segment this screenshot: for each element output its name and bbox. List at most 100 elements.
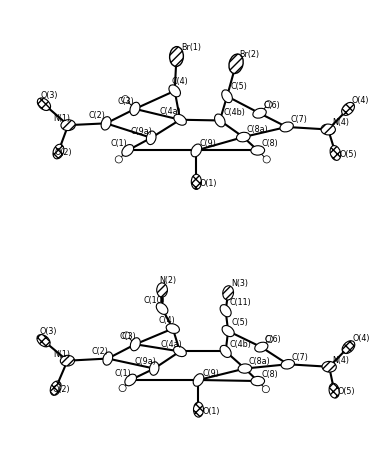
Circle shape xyxy=(263,156,270,163)
Ellipse shape xyxy=(50,381,61,395)
Text: O(3): O(3) xyxy=(40,327,58,336)
Text: N(1): N(1) xyxy=(53,349,70,359)
Circle shape xyxy=(266,335,273,343)
Ellipse shape xyxy=(60,356,74,366)
Circle shape xyxy=(122,96,129,103)
Text: N(3): N(3) xyxy=(232,279,249,287)
Text: C(1): C(1) xyxy=(114,369,131,378)
Ellipse shape xyxy=(191,174,201,189)
Ellipse shape xyxy=(157,283,167,297)
Text: C(8a): C(8a) xyxy=(249,357,270,366)
Circle shape xyxy=(123,332,130,339)
Text: O(4): O(4) xyxy=(352,96,369,105)
Ellipse shape xyxy=(322,362,336,372)
Ellipse shape xyxy=(251,146,265,155)
Text: C(9a): C(9a) xyxy=(134,357,156,366)
Text: C(6): C(6) xyxy=(265,335,282,344)
Ellipse shape xyxy=(222,325,234,337)
Ellipse shape xyxy=(169,85,180,97)
Text: C(7): C(7) xyxy=(291,353,308,362)
Text: C(4b): C(4b) xyxy=(229,340,251,348)
Ellipse shape xyxy=(166,324,180,333)
Ellipse shape xyxy=(223,286,234,300)
Ellipse shape xyxy=(342,341,355,354)
Ellipse shape xyxy=(61,120,75,130)
Ellipse shape xyxy=(329,383,339,398)
Text: O(5): O(5) xyxy=(339,150,357,159)
Text: C(2): C(2) xyxy=(92,348,109,356)
Text: C(8): C(8) xyxy=(261,139,278,148)
Text: C(11): C(11) xyxy=(229,298,251,307)
Text: C(7): C(7) xyxy=(290,115,307,124)
Ellipse shape xyxy=(236,132,250,142)
Circle shape xyxy=(119,385,126,392)
Ellipse shape xyxy=(220,345,231,357)
Ellipse shape xyxy=(214,114,225,127)
Ellipse shape xyxy=(191,144,201,157)
Text: N(1): N(1) xyxy=(53,114,70,123)
Ellipse shape xyxy=(251,377,265,386)
Ellipse shape xyxy=(37,98,51,111)
Text: C(6): C(6) xyxy=(263,101,280,110)
Text: C(10): C(10) xyxy=(143,296,165,305)
Ellipse shape xyxy=(280,122,293,132)
Text: O(2): O(2) xyxy=(55,148,73,157)
Ellipse shape xyxy=(321,124,336,135)
Ellipse shape xyxy=(122,144,134,156)
Text: N(4): N(4) xyxy=(332,118,349,127)
Text: N(2): N(2) xyxy=(159,276,176,285)
Text: O(2): O(2) xyxy=(52,385,70,393)
Ellipse shape xyxy=(222,90,232,103)
Ellipse shape xyxy=(174,346,186,356)
Ellipse shape xyxy=(53,144,64,159)
Text: C(3): C(3) xyxy=(119,333,136,341)
Text: C(4): C(4) xyxy=(172,77,189,86)
Ellipse shape xyxy=(229,54,243,74)
Ellipse shape xyxy=(156,303,168,314)
Ellipse shape xyxy=(281,360,294,369)
Ellipse shape xyxy=(170,46,183,67)
Ellipse shape xyxy=(253,108,266,118)
Text: C(4): C(4) xyxy=(158,316,175,325)
Text: C(9): C(9) xyxy=(202,369,219,378)
Ellipse shape xyxy=(130,338,140,351)
Text: O(1): O(1) xyxy=(202,407,220,416)
Text: O(3): O(3) xyxy=(40,91,58,100)
Ellipse shape xyxy=(149,362,159,375)
Text: C(4a): C(4a) xyxy=(159,107,181,116)
Text: C(2): C(2) xyxy=(89,112,105,121)
Ellipse shape xyxy=(193,374,204,386)
Ellipse shape xyxy=(342,102,354,115)
Ellipse shape xyxy=(220,304,231,317)
Text: Br(1): Br(1) xyxy=(181,43,201,52)
Text: C(3): C(3) xyxy=(118,97,134,106)
Ellipse shape xyxy=(103,352,113,365)
Text: C(4a): C(4a) xyxy=(160,340,182,348)
Text: N(4): N(4) xyxy=(333,356,350,364)
Text: C(1): C(1) xyxy=(111,139,127,148)
Text: C(4b): C(4b) xyxy=(223,108,245,117)
Text: C(8a): C(8a) xyxy=(247,125,269,134)
Ellipse shape xyxy=(125,374,136,386)
Text: Br(2): Br(2) xyxy=(240,51,260,60)
Text: C(8): C(8) xyxy=(261,370,278,379)
Circle shape xyxy=(262,386,269,393)
Text: O(1): O(1) xyxy=(200,179,218,189)
Ellipse shape xyxy=(130,102,140,115)
Text: C(5): C(5) xyxy=(230,82,247,91)
Ellipse shape xyxy=(101,117,111,130)
Text: O(4): O(4) xyxy=(352,334,370,343)
Ellipse shape xyxy=(146,131,156,144)
Ellipse shape xyxy=(174,114,186,125)
Ellipse shape xyxy=(37,334,50,347)
Circle shape xyxy=(115,156,122,163)
Ellipse shape xyxy=(330,145,341,160)
Ellipse shape xyxy=(255,342,268,352)
Circle shape xyxy=(265,101,272,108)
Text: O(5): O(5) xyxy=(338,387,356,396)
Text: C(9a): C(9a) xyxy=(130,127,152,136)
Ellipse shape xyxy=(238,364,252,373)
Ellipse shape xyxy=(194,402,203,417)
Text: C(5): C(5) xyxy=(232,318,249,327)
Text: C(9): C(9) xyxy=(200,139,217,148)
